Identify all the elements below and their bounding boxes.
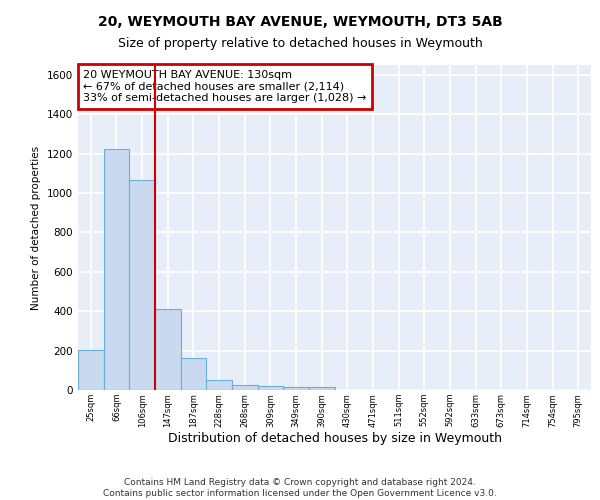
- Bar: [130, 180, 155, 390]
- Bar: [283, 387, 309, 390]
- Bar: [181, 358, 206, 390]
- Bar: [232, 385, 257, 390]
- Bar: [309, 387, 335, 390]
- Y-axis label: Number of detached properties: Number of detached properties: [31, 146, 41, 310]
- X-axis label: Distribution of detached houses by size in Weymouth: Distribution of detached houses by size …: [167, 432, 502, 446]
- Bar: [257, 386, 283, 390]
- Text: 20 WEYMOUTH BAY AVENUE: 130sqm
← 67% of detached houses are smaller (2,114)
33% : 20 WEYMOUTH BAY AVENUE: 130sqm ← 67% of …: [83, 70, 367, 103]
- Bar: [78, 350, 104, 390]
- Bar: [155, 309, 181, 390]
- Text: 20, WEYMOUTH BAY AVENUE, WEYMOUTH, DT3 5AB: 20, WEYMOUTH BAY AVENUE, WEYMOUTH, DT3 5…: [98, 15, 502, 29]
- Bar: [206, 380, 232, 390]
- Text: Size of property relative to detached houses in Weymouth: Size of property relative to detached ho…: [118, 38, 482, 51]
- Bar: [104, 148, 130, 390]
- Text: Contains HM Land Registry data © Crown copyright and database right 2024.
Contai: Contains HM Land Registry data © Crown c…: [103, 478, 497, 498]
